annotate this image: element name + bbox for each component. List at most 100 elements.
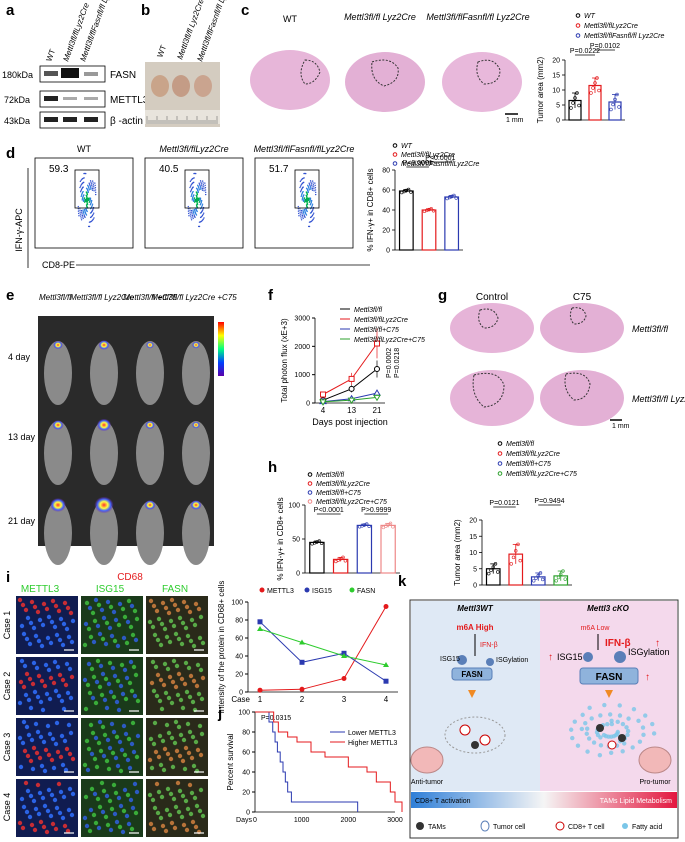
- mouse: [182, 501, 210, 565]
- series-marker: [299, 659, 305, 665]
- histology-row: Mettl3fl/fl Lyz2Cre: [632, 394, 685, 404]
- y-axis-label: % IFN-γ+ in CD8+ cells: [366, 168, 375, 251]
- if-cell: [129, 603, 135, 609]
- flow-event: [189, 213, 192, 215]
- flow-event: [87, 197, 89, 200]
- if-cell: [65, 605, 71, 611]
- if-cell: [169, 700, 175, 706]
- legend-marker: [497, 451, 503, 456]
- ivis-col-title: Mettl3fl/fl +C75: [123, 293, 177, 302]
- if-cell: [177, 788, 183, 794]
- if-cell: [180, 793, 186, 799]
- mw-marker: 72kDa: [4, 95, 30, 105]
- if-cell: [184, 689, 190, 695]
- if-cell: [85, 767, 91, 773]
- if-cell: [46, 787, 52, 793]
- if-cell: [49, 792, 55, 798]
- if-cell: [126, 598, 132, 604]
- if-cell: [200, 675, 206, 681]
- if-cell: [70, 791, 76, 797]
- if-cell: [21, 631, 27, 637]
- flow-event: [308, 182, 310, 184]
- flow-event: [83, 213, 85, 215]
- flow-event: [310, 183, 313, 185]
- flow-event: [300, 219, 303, 221]
- flow-event: [81, 199, 83, 201]
- data-point: [615, 92, 619, 97]
- if-cell: [35, 609, 41, 615]
- if-cell: [104, 793, 110, 799]
- if-cell: [127, 765, 133, 771]
- data-point: [534, 576, 538, 580]
- outcome-label: Anti-tumor: [411, 779, 444, 786]
- if-cell: [35, 694, 41, 700]
- if-cell: [67, 786, 73, 792]
- flow-event: [311, 219, 314, 221]
- if-cell: [41, 601, 47, 607]
- if-cell: [61, 794, 67, 800]
- if-cell: [26, 697, 32, 703]
- if-cell: [41, 739, 47, 745]
- if-cell: [83, 706, 89, 712]
- if-cell: [52, 797, 58, 803]
- if-cell: [57, 810, 63, 816]
- flow-event: [198, 197, 200, 199]
- fatty-acid: [615, 719, 620, 725]
- blot-band: [44, 96, 58, 101]
- y-axis-label: % IFN-γ+ in CD8+ cells: [276, 497, 285, 580]
- if-cell: [128, 624, 134, 630]
- flow-event: [94, 184, 96, 187]
- p-value: P=0.0102: [590, 43, 620, 50]
- if-cell: [176, 724, 182, 730]
- if-cell: [46, 667, 52, 673]
- flow-gate-value: 51.7: [269, 164, 289, 175]
- if-cell: [50, 736, 56, 742]
- flow-event: [77, 208, 80, 210]
- if-cell: [56, 693, 62, 699]
- isg15-molecule: [457, 655, 467, 665]
- legend-fatty-acid-icon: [622, 823, 628, 829]
- mouse: [90, 501, 118, 565]
- brain-section: [450, 370, 534, 426]
- if-cell: [92, 791, 98, 797]
- if-cell: [181, 737, 187, 743]
- data-point: [487, 571, 491, 576]
- legend-label: FASN: [357, 588, 375, 595]
- data-point: [388, 521, 393, 526]
- panel-c-histology: WT Mettl3fl/fl Lyz2Cre Mettl3fl/flFasnfl…: [250, 12, 530, 124]
- brain-section: [540, 303, 624, 353]
- if-cell: [23, 780, 29, 786]
- data-point: [559, 572, 563, 576]
- if-cell: [160, 823, 166, 829]
- flow-event: [305, 197, 308, 200]
- flow-event: [188, 215, 190, 217]
- if-cell: [186, 665, 192, 671]
- flow-gate: [294, 169, 320, 209]
- flow-event: [86, 200, 89, 203]
- if-cell: [34, 665, 40, 671]
- legend-label: WT: [401, 143, 413, 150]
- legend-marker: [259, 587, 265, 593]
- tam-cell: [471, 741, 479, 749]
- data-point: [431, 209, 436, 213]
- flow-event: [200, 199, 203, 202]
- case-label: Case 2: [2, 672, 12, 701]
- bar: [421, 209, 437, 251]
- if-cell: [53, 741, 59, 747]
- flow-event: [309, 185, 312, 188]
- luminescence-signal: [53, 340, 63, 350]
- flow-event: [302, 211, 305, 214]
- flow-event: [94, 193, 97, 196]
- series-marker: [319, 399, 327, 406]
- panel-label-b: b: [141, 2, 150, 19]
- series-marker: [348, 375, 355, 382]
- mouse: [182, 421, 210, 485]
- if-cell: [90, 695, 96, 701]
- if-cell: [94, 679, 100, 685]
- x-tick-label: 4: [384, 695, 389, 704]
- if-cell: [83, 621, 89, 627]
- if-cell: [154, 693, 160, 699]
- series-marker: [383, 678, 389, 684]
- if-cell: [182, 766, 188, 772]
- flow-event: [82, 216, 84, 218]
